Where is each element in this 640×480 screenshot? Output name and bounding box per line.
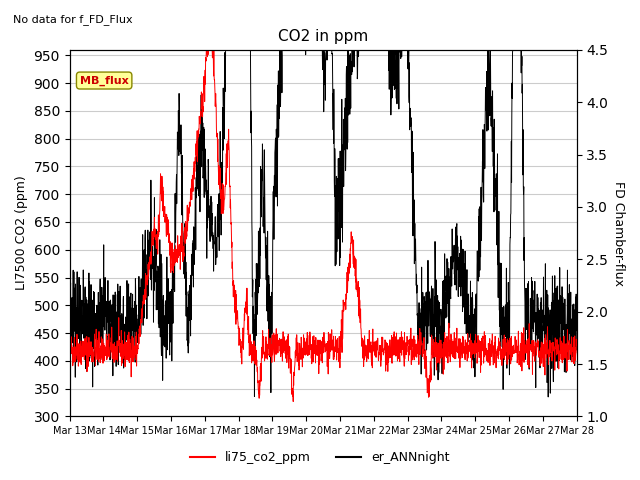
Y-axis label: LI7500 CO2 (ppm): LI7500 CO2 (ppm) — [15, 176, 28, 290]
Legend: li75_co2_ppm, er_ANNnight: li75_co2_ppm, er_ANNnight — [186, 446, 454, 469]
Text: MB_flux: MB_flux — [80, 75, 129, 85]
Text: No data for f_FD_Flux: No data for f_FD_Flux — [13, 14, 132, 25]
Y-axis label: FD Chamber-flux: FD Chamber-flux — [612, 180, 625, 286]
Title: CO2 in ppm: CO2 in ppm — [278, 29, 368, 44]
